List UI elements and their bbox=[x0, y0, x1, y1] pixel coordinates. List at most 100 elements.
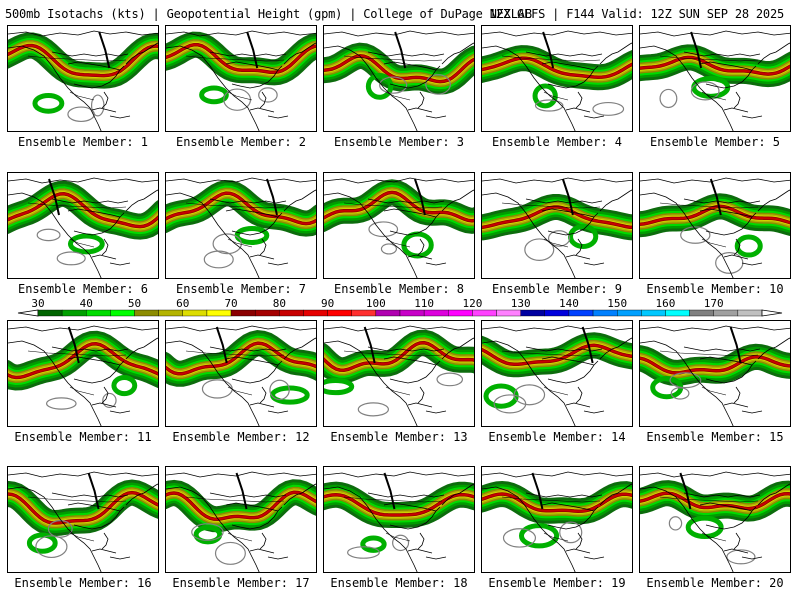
ensemble-map-panel bbox=[7, 320, 159, 427]
ensemble-member-label: Ensemble Member: 8 bbox=[333, 282, 465, 296]
coastline bbox=[73, 506, 125, 530]
coastline bbox=[547, 360, 599, 384]
coastline bbox=[389, 212, 441, 236]
political-border bbox=[543, 91, 569, 101]
coastline bbox=[541, 208, 595, 218]
coastline bbox=[324, 325, 474, 332]
isotach-map bbox=[8, 471, 158, 572]
coastline bbox=[441, 189, 474, 212]
coastline bbox=[757, 483, 790, 506]
secondary-jet-loop bbox=[32, 92, 65, 114]
coastline bbox=[407, 548, 433, 554]
jet-band bbox=[640, 56, 790, 76]
coastline bbox=[383, 208, 437, 218]
height-contour bbox=[368, 221, 399, 238]
colorbar-tick-label: 70 bbox=[224, 297, 238, 310]
coastline bbox=[259, 386, 267, 404]
height-contour bbox=[670, 387, 690, 400]
height-contour bbox=[690, 81, 720, 101]
coastline bbox=[407, 254, 433, 260]
political-border bbox=[343, 350, 443, 357]
coastline bbox=[73, 212, 125, 236]
coastline bbox=[259, 91, 267, 109]
political-border bbox=[27, 55, 127, 62]
isotach-map bbox=[166, 30, 316, 131]
coastline bbox=[8, 30, 158, 37]
coastline bbox=[640, 45, 734, 131]
coastline bbox=[209, 492, 287, 498]
height-contour bbox=[191, 523, 224, 541]
coastline bbox=[640, 177, 790, 184]
coastline bbox=[249, 548, 275, 554]
secondary-jet-loop bbox=[568, 223, 599, 250]
jet-band bbox=[8, 192, 158, 228]
coastline bbox=[699, 356, 753, 366]
colorbar-segment bbox=[496, 309, 521, 317]
height-contour bbox=[425, 74, 451, 95]
jet-band bbox=[640, 355, 790, 374]
jet-band bbox=[8, 44, 158, 77]
height-contour bbox=[669, 372, 702, 389]
political-border bbox=[27, 496, 127, 503]
coastline bbox=[417, 386, 425, 404]
colorbar-tick-label: 50 bbox=[127, 297, 142, 310]
coastline bbox=[599, 483, 632, 506]
colorbar-tick-label: 90 bbox=[320, 297, 335, 310]
coastline bbox=[482, 30, 632, 37]
colorbar-segment bbox=[37, 309, 63, 317]
colorbar-segment bbox=[254, 309, 280, 317]
coastline bbox=[67, 502, 121, 512]
political-border bbox=[701, 386, 727, 396]
coastline bbox=[109, 410, 131, 414]
colorbar-segment bbox=[689, 309, 714, 317]
secondary-jet-loop bbox=[734, 234, 763, 258]
political-border bbox=[701, 91, 727, 101]
coastline bbox=[8, 471, 158, 478]
colorbar-segment bbox=[303, 309, 328, 317]
ensemble-member-label: Ensemble Member: 18 bbox=[330, 576, 468, 590]
coastline bbox=[324, 177, 474, 184]
ensemble-map-panel bbox=[323, 25, 475, 132]
secondary-jet-loop bbox=[365, 72, 394, 100]
ensemble-map-panel bbox=[639, 466, 791, 573]
coastline bbox=[101, 532, 109, 550]
political-border bbox=[385, 91, 411, 101]
trough-line bbox=[690, 31, 703, 69]
jet-band bbox=[166, 491, 316, 521]
trough-line bbox=[215, 326, 228, 364]
coastline bbox=[367, 51, 445, 57]
coastline bbox=[51, 346, 129, 352]
isotach-map bbox=[8, 325, 158, 426]
ensemble-member-label: Ensemble Member: 11 bbox=[14, 430, 152, 444]
coastline bbox=[699, 61, 753, 71]
coastline bbox=[741, 410, 763, 414]
political-border bbox=[227, 238, 253, 248]
coastline bbox=[723, 548, 749, 554]
ensemble-member-label: Ensemble Member: 12 bbox=[172, 430, 310, 444]
coastline bbox=[757, 189, 790, 212]
height-contour bbox=[592, 101, 625, 116]
political-border bbox=[543, 386, 569, 396]
political-border bbox=[543, 238, 569, 248]
height-contour bbox=[90, 94, 105, 117]
coastline bbox=[125, 189, 158, 212]
trough-line bbox=[709, 178, 722, 216]
coastline bbox=[8, 340, 102, 426]
coastline bbox=[73, 360, 125, 384]
height-contour bbox=[102, 392, 117, 409]
isotach-map bbox=[482, 177, 632, 278]
coastline bbox=[231, 360, 283, 384]
wind-speed-colorbar bbox=[17, 309, 783, 317]
jet-band bbox=[166, 342, 316, 375]
colorbar-segment bbox=[737, 309, 763, 317]
ensemble-member-label: Ensemble Member: 10 bbox=[646, 282, 784, 296]
ensemble-member-label: Ensemble Member: 4 bbox=[491, 135, 623, 149]
political-border bbox=[385, 532, 411, 542]
jet-band bbox=[482, 344, 632, 366]
trough-line bbox=[394, 31, 407, 69]
coastline bbox=[741, 262, 763, 266]
header-title-left: 500mb Isotachs (kts) | Geopotential Heig… bbox=[5, 7, 532, 21]
coastline bbox=[324, 192, 418, 278]
coastline bbox=[231, 506, 283, 530]
isotach-map bbox=[482, 325, 632, 426]
